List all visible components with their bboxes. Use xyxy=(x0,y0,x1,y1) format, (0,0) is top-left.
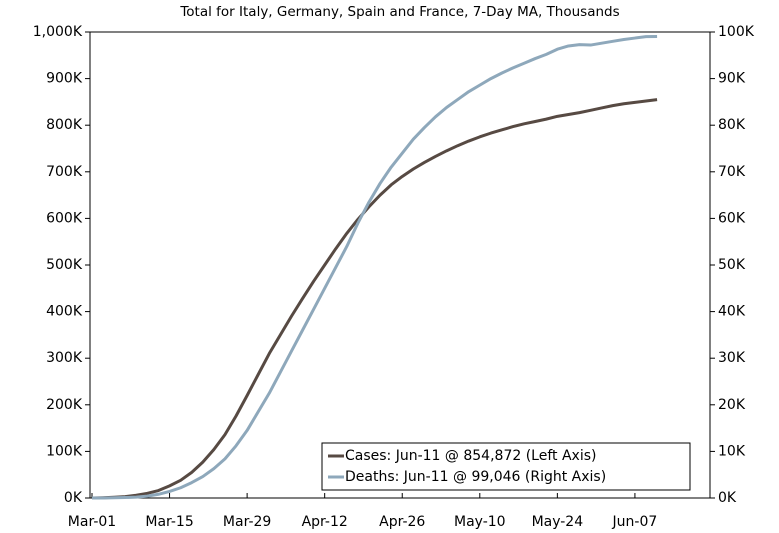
y2-tick-label: 50K xyxy=(718,257,746,273)
series-line xyxy=(91,98,658,500)
y-tick-label: 800K xyxy=(46,117,83,133)
y-tick-label: 700K xyxy=(46,164,83,180)
x-tick-label: May-24 xyxy=(532,514,584,530)
y2-tick-label: 20K xyxy=(718,397,746,413)
y-tick-label: 300K xyxy=(46,350,83,366)
y-tick-label: 100K xyxy=(46,443,83,459)
series-line xyxy=(92,34,658,500)
y2-tick-label: 10K xyxy=(718,443,746,459)
x-tick-label: May-10 xyxy=(454,514,506,530)
y-tick-label: 900K xyxy=(46,71,83,87)
y2-tick-label: 90K xyxy=(718,71,746,87)
chart-title: Total for Italy, Germany, Spain and Fran… xyxy=(179,4,619,20)
legend-box xyxy=(321,442,691,491)
legend-label: Cases: Jun-11 @ 854,872 (Left Axis) xyxy=(345,448,596,464)
y2-tick-label: 60K xyxy=(718,210,746,226)
x-tick-label: Jun-07 xyxy=(612,514,658,530)
y2-tick-label: 80K xyxy=(718,117,746,133)
y-tick-label: 1,000K xyxy=(33,24,83,40)
y-tick-label: 200K xyxy=(46,397,83,413)
y2-tick-label: 100K xyxy=(718,24,755,40)
y2-tick-label: 40K xyxy=(718,304,746,320)
y2-tick-label: 30K xyxy=(718,350,746,366)
x-tick-label: Apr-12 xyxy=(302,514,348,530)
x-tick-label: Apr-26 xyxy=(379,514,425,530)
x-tick-label: Mar-29 xyxy=(223,514,271,530)
x-tick-label: Mar-01 xyxy=(68,514,116,530)
y-tick-label: 500K xyxy=(46,257,83,273)
x-tick-label: Mar-15 xyxy=(145,514,193,530)
y2-tick-label: 0K xyxy=(718,490,737,506)
legend-label: Deaths: Jun-11 @ 99,046 (Right Axis) xyxy=(345,469,606,485)
y-tick-label: 0K xyxy=(64,490,83,506)
y-tick-label: 400K xyxy=(46,304,83,320)
y-tick-label: 600K xyxy=(46,210,83,226)
y2-tick-label: 70K xyxy=(718,164,746,180)
